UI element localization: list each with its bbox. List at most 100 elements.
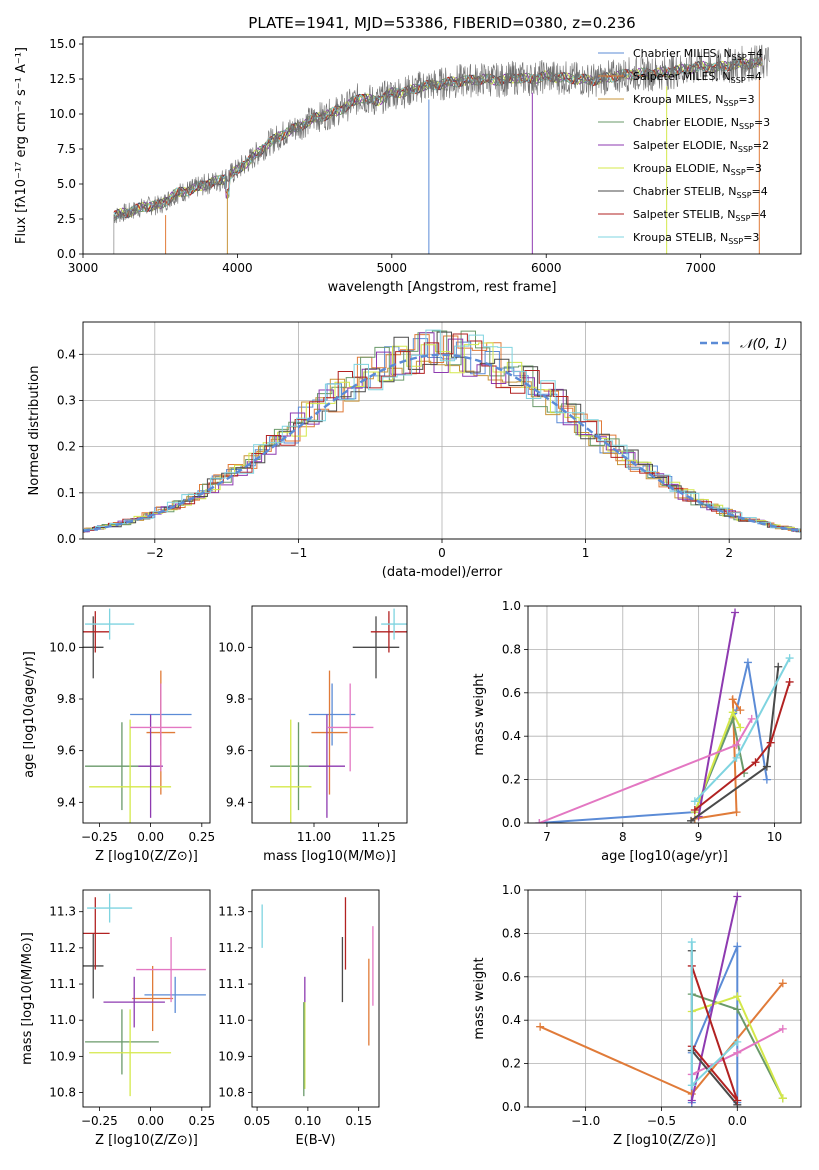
histogram-steps	[83, 329, 801, 533]
weight-marker	[690, 797, 699, 806]
legend-label: Kroupa MILES, N	[633, 93, 723, 106]
x-axis-label: Z [log10(Z/Z⊙)]	[95, 1133, 198, 1148]
y-tick-label: 0.2	[57, 440, 76, 454]
x-tick-label: −1.0	[571, 1114, 600, 1128]
y-tick-label: 11.1	[49, 977, 76, 991]
y-tick-label: 11.0	[218, 1013, 245, 1027]
weight-marker	[690, 805, 699, 814]
observed-spectrum-line	[113, 44, 771, 254]
y-tick-label: 0.4	[502, 729, 521, 743]
weight-marker	[785, 677, 794, 686]
y-axis-label: mass weight	[472, 673, 487, 755]
x-tick-label: 7000	[685, 261, 716, 275]
y-tick-label: 1.0	[502, 883, 521, 897]
legend-sub: SSP	[738, 145, 753, 154]
panel-6: −0.25 0.00 0.25 10.8 10.9 11.0 11.1 11.2 11.3 Z […	[20, 889, 215, 1148]
weight-marker	[732, 753, 741, 762]
legend-label: Salpeter MILES, N	[633, 70, 731, 83]
legend-label: Chabrier ELODIE, N	[633, 116, 739, 129]
weight-series-line	[697, 612, 736, 817]
weight-marker	[743, 658, 752, 667]
weight-marker	[732, 740, 741, 749]
error-bars	[261, 897, 374, 1097]
y-tick-label: 15.0	[49, 37, 76, 51]
legend-sub: SSP	[723, 99, 738, 108]
y-tick-label: 11.2	[49, 941, 76, 955]
weight-marker	[736, 706, 745, 715]
x-tick-label: 2	[725, 546, 733, 560]
spectrum-lines	[113, 44, 771, 254]
legend-entry: 𝒩(0, 1)	[740, 337, 787, 352]
legend-entry: Chabrier STELIB, NSSP=4	[633, 185, 768, 200]
weight-marker	[732, 808, 741, 817]
y-tick-label: 0.6	[502, 970, 521, 984]
panel-7: 0.05 0.10 0.15 10.8 10.9 11.0 11.1 11.2 11.3 E(B-…	[218, 889, 380, 1148]
weight-marker	[778, 1024, 787, 1033]
y-tick-label: 10.9	[218, 1049, 245, 1063]
y-tick-label: 0.0	[57, 247, 76, 261]
panel-4: 11.00 11.25 9.4 9.6 9.8 10.0 mass [log10(M/M⊙)…	[218, 605, 408, 864]
y-tick-label: 10.0	[218, 640, 245, 654]
y-tick-label: 0.0	[57, 532, 76, 546]
legend-label: Kroupa ELODIE, N	[633, 162, 731, 175]
y-tick-label: 10.0	[49, 107, 76, 121]
x-tick-label: −0.5	[647, 1114, 676, 1128]
x-tick-label: 10	[767, 830, 782, 844]
axes-frame	[527, 605, 802, 824]
legend-eq: =3	[746, 162, 762, 175]
weight-marker	[736, 723, 745, 732]
legend-sub: SSP	[739, 122, 754, 131]
x-tick-label: 4000	[222, 261, 253, 275]
legend-eq: =2	[753, 139, 769, 152]
weight-lines	[535, 608, 794, 823]
weight-marker	[751, 758, 760, 767]
legend-eq: =4	[750, 208, 766, 221]
x-tick-label: 11.25	[361, 830, 395, 844]
legend-entry: Kroupa STELIB, NSSP=3	[633, 231, 759, 246]
axes-frame	[82, 889, 211, 1108]
y-tick-label: 9.6	[226, 744, 245, 758]
x-tick-label: 0.25	[188, 830, 215, 844]
x-axis-label: Z [log10(Z/Z⊙)]	[613, 1133, 716, 1148]
legend-sub: SSP	[731, 168, 746, 177]
weight-marker	[778, 1094, 787, 1103]
weight-marker	[728, 695, 737, 704]
model-spectrum-line	[113, 58, 763, 218]
y-axis-label: age [log10(age/yr)]	[22, 651, 37, 778]
y-axis-label: mass weight	[472, 957, 487, 1039]
y-axis-label: Flux [fλ10⁻¹⁷ erg cm⁻² s⁻¹ A⁻¹]	[14, 47, 29, 244]
legend-sub: SSP	[735, 214, 750, 223]
axes-frame	[251, 889, 380, 1108]
weight-marker	[766, 738, 775, 747]
weight-series-line	[690, 896, 739, 1101]
weight-marker	[687, 816, 696, 823]
weight-lines	[536, 892, 787, 1107]
panel-8: −1.0 −0.5 0.0 0.0 0.2 0.4 0.6 0.8 1.0 Z [log10(Z/…	[472, 883, 802, 1148]
x-tick-label: 0.00	[137, 830, 164, 844]
y-tick-label: 11.3	[218, 905, 245, 919]
y-tick-label: 0.2	[502, 773, 521, 787]
x-tick-label: −1	[290, 546, 308, 560]
x-tick-label: 0.00	[137, 1114, 164, 1128]
weight-marker	[733, 1096, 742, 1105]
weight-marker	[785, 654, 794, 663]
x-tick-label: 9	[695, 830, 703, 844]
x-tick-label: −0.25	[81, 830, 118, 844]
legend-sub: SSP	[731, 76, 746, 85]
weight-marker	[733, 892, 742, 901]
y-axis-label: Normed distribution	[27, 366, 42, 496]
y-tick-label: 1.0	[502, 599, 521, 613]
x-tick-label: −2	[146, 546, 164, 560]
legend-sub: SSP	[737, 191, 752, 200]
weight-marker	[728, 708, 737, 717]
legend-eq: =3	[738, 93, 754, 106]
weight-marker	[731, 608, 740, 617]
legend-sub: SSP	[728, 237, 743, 246]
legend-entry: Chabrier MILES, NSSP=4	[633, 47, 763, 62]
y-tick-label: 10.0	[49, 640, 76, 654]
error-bars	[83, 893, 206, 1097]
y-tick-label: 7.5	[57, 142, 76, 156]
legend-eq: =4	[746, 70, 762, 83]
x-tick-label: 0.0	[728, 1114, 747, 1128]
weight-marker	[733, 1048, 742, 1057]
